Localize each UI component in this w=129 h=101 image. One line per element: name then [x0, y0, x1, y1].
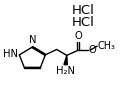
Text: O: O — [74, 31, 82, 41]
Text: HN: HN — [3, 49, 18, 59]
Text: HCl: HCl — [72, 4, 95, 17]
Text: HCl: HCl — [72, 16, 95, 28]
Text: N: N — [29, 35, 36, 45]
Text: H₂N: H₂N — [57, 66, 75, 76]
Text: CH₃: CH₃ — [98, 41, 115, 51]
Polygon shape — [64, 55, 67, 65]
Text: O: O — [88, 45, 96, 55]
